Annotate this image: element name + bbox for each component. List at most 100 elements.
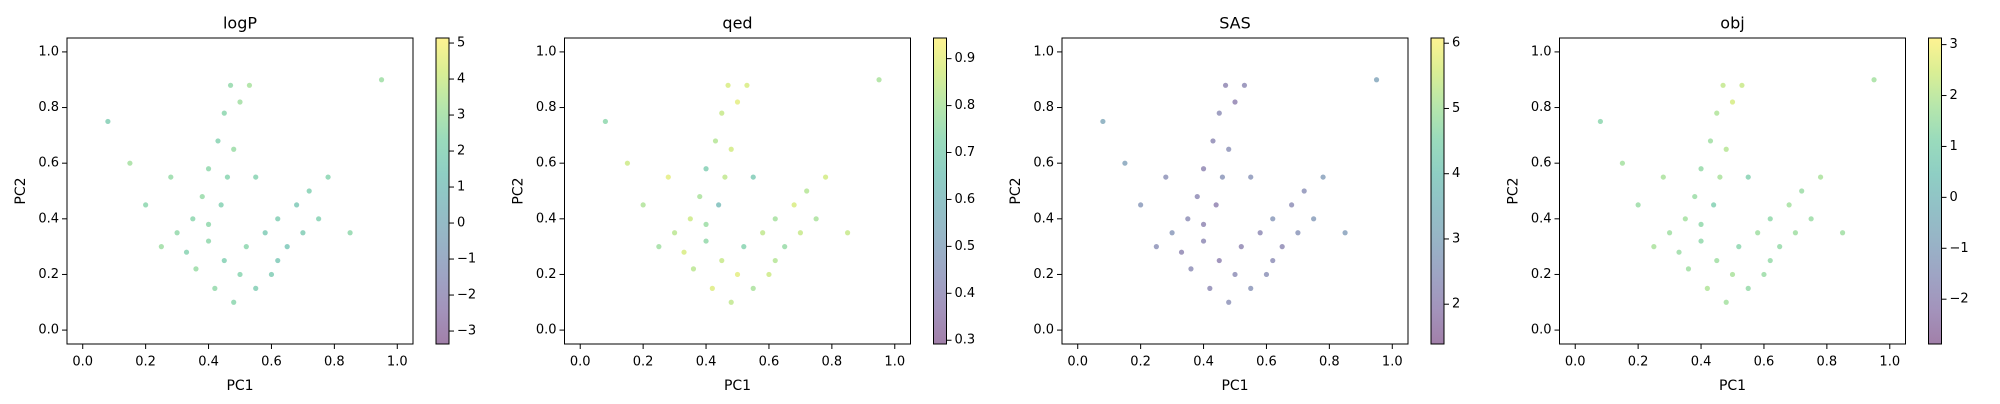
point <box>127 160 133 166</box>
point <box>325 174 331 180</box>
point <box>1100 118 1106 125</box>
y-tick-label: 0.4 <box>1531 211 1552 226</box>
point <box>1213 202 1219 208</box>
x-tick-label: 0.0 <box>1565 355 1586 370</box>
point <box>750 285 756 291</box>
point <box>602 118 608 125</box>
point <box>300 230 306 236</box>
x-tick-label: 1.0 <box>1879 355 1900 370</box>
point <box>1651 244 1657 250</box>
x-tick-label: 0.8 <box>1319 355 1340 370</box>
point <box>1373 77 1380 83</box>
x-axis-label: PC1 <box>1719 378 1746 394</box>
point <box>734 99 741 105</box>
point <box>1301 188 1307 194</box>
point <box>199 193 205 200</box>
point <box>1685 266 1692 272</box>
point <box>1720 82 1726 88</box>
point <box>1745 285 1751 291</box>
x-tick-label: 0.4 <box>198 355 219 370</box>
point <box>1194 193 1200 200</box>
axes-frame <box>1061 37 1409 345</box>
point <box>1676 249 1682 255</box>
point <box>797 230 804 236</box>
point <box>1241 82 1248 88</box>
x-tick-label: 0.8 <box>822 355 843 370</box>
point <box>1232 271 1238 278</box>
point <box>791 202 797 208</box>
x-tick-label: 1.0 <box>1382 355 1403 370</box>
x-tick-label: 0.8 <box>324 355 345 370</box>
point <box>703 238 709 244</box>
points <box>1100 77 1380 305</box>
point <box>218 202 224 208</box>
x-tick-label: 0.2 <box>1130 355 1151 370</box>
point <box>1238 244 1244 250</box>
point <box>227 82 234 88</box>
point <box>306 188 312 194</box>
point <box>1200 166 1207 172</box>
point <box>205 238 212 244</box>
point <box>1723 146 1729 152</box>
point <box>1185 216 1191 222</box>
point <box>1219 174 1226 180</box>
point <box>1295 230 1301 236</box>
point <box>1692 193 1698 200</box>
point <box>294 202 300 208</box>
y-axis-label: PC2 <box>1506 177 1522 204</box>
point <box>1799 188 1805 194</box>
point <box>1767 257 1773 264</box>
subplot: qed PC1 PC2 0.0 0.2 0.4 0.6 0.8 1.0 0.0 0.2 0.4 0.6 0… <box>511 14 976 395</box>
point <box>105 118 111 125</box>
point <box>1736 244 1742 250</box>
point <box>1619 160 1626 166</box>
point <box>1698 166 1704 172</box>
y-tick-label: 0.4 <box>1033 211 1054 226</box>
point <box>766 271 772 278</box>
colorbar <box>436 38 449 344</box>
point <box>158 244 164 250</box>
x-tick-label: 0.6 <box>1754 355 1775 370</box>
point <box>782 244 788 250</box>
point <box>1755 230 1761 236</box>
point <box>1279 244 1285 250</box>
y-tick-label: 0.4 <box>38 211 59 226</box>
point <box>1248 285 1254 291</box>
point <box>703 166 709 172</box>
colorbar-tick-label: 0 <box>1950 190 1958 205</box>
point <box>168 174 174 180</box>
point <box>716 202 722 208</box>
x-tick-label: 0.4 <box>696 355 717 370</box>
point <box>1817 174 1824 180</box>
y-tick-label: 0.6 <box>38 156 59 171</box>
x-axis-label: PC1 <box>226 378 253 394</box>
point <box>624 160 631 166</box>
point <box>1216 110 1222 116</box>
point <box>1178 249 1185 255</box>
point <box>1210 138 1216 144</box>
point <box>744 82 750 88</box>
y-tick-label: 0.0 <box>536 323 557 338</box>
x-tick-label: 1.0 <box>884 355 905 370</box>
colorbar-tick-label: 5 <box>457 36 465 51</box>
point <box>1714 110 1720 116</box>
point <box>221 257 227 264</box>
y-tick-label: 0.6 <box>536 156 557 171</box>
point <box>1207 285 1213 291</box>
colorbar-frame <box>933 37 947 345</box>
x-tick-label: 0.0 <box>72 355 93 370</box>
point <box>1723 299 1729 305</box>
point <box>275 257 281 264</box>
x-tick-label: 0.6 <box>261 355 282 370</box>
point <box>183 249 190 255</box>
colorbar-tick-label: 5 <box>1452 101 1460 116</box>
point <box>237 271 243 278</box>
colorbar-tick-label: 0 <box>457 216 465 231</box>
y-tick-label: 0.8 <box>1531 100 1552 115</box>
point <box>284 244 290 250</box>
colorbar-tick-label: 0.4 <box>955 286 976 301</box>
colorbar-frame <box>435 37 450 345</box>
colorbar-tick-label: 0.5 <box>955 239 976 254</box>
axes-frame <box>564 37 911 345</box>
